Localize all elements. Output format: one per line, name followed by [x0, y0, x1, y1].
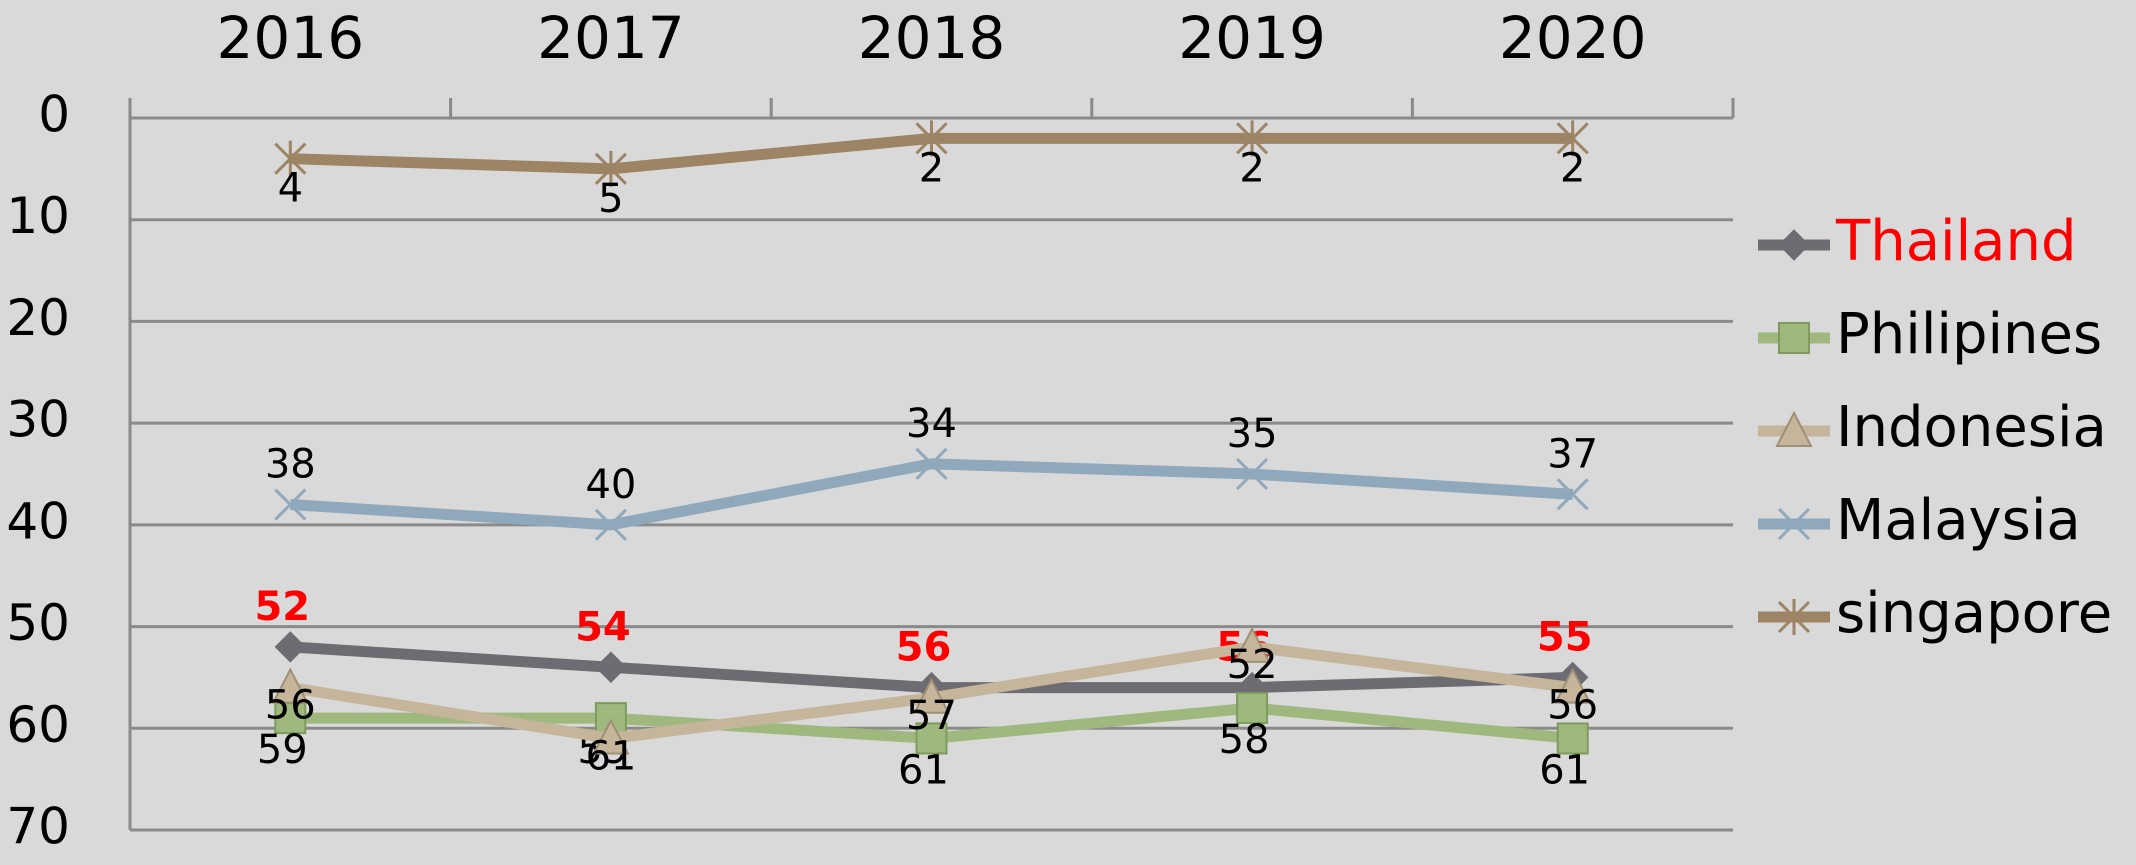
marker	[594, 508, 627, 541]
legend-label: Indonesia	[1836, 395, 2107, 460]
data-label: 56	[265, 683, 316, 729]
marker	[274, 702, 307, 735]
data-label: 2	[1560, 145, 1585, 191]
line	[289, 458, 1574, 531]
marker	[915, 447, 948, 480]
series: 5959615861Philipines	[257, 302, 2102, 793]
data-label: 54	[575, 604, 631, 650]
data-label: 59	[257, 727, 308, 773]
marker	[1233, 626, 1271, 663]
marker	[1236, 120, 1269, 157]
y-tick-label: 20	[6, 289, 70, 347]
series: 5254565655Thailand	[254, 209, 2077, 704]
data-label: 35	[1227, 411, 1278, 457]
data-label: 52	[254, 584, 310, 630]
marker	[915, 120, 948, 157]
marker	[1556, 722, 1589, 755]
data-label: 2	[919, 145, 944, 191]
data-label: 61	[585, 733, 636, 779]
data-label: 5	[598, 176, 623, 222]
series: 4 5 2 2 2 singapore	[274, 120, 2112, 646]
marker	[274, 488, 307, 521]
data-label: 38	[265, 442, 316, 488]
legend-label: Malaysia	[1836, 488, 2081, 553]
y-tick-label: 60	[6, 696, 70, 754]
marker	[1236, 691, 1269, 724]
legend-label: Philipines	[1836, 302, 2102, 367]
marker	[594, 702, 627, 735]
data-label: 34	[906, 401, 957, 447]
marker	[1778, 229, 1810, 261]
x-tick-label: 2017	[537, 4, 685, 72]
data-label: 52	[1227, 642, 1278, 688]
y-tick-label: 10	[6, 187, 70, 245]
marker	[1554, 667, 1592, 704]
marker	[271, 667, 309, 704]
marker	[1778, 322, 1810, 354]
legend-label: Thailand	[1835, 209, 2077, 274]
marker	[1777, 507, 1811, 541]
data-label: 56	[896, 625, 952, 671]
marker	[1236, 457, 1269, 491]
data-label: 61	[898, 747, 949, 793]
y-tick-label: 40	[6, 492, 70, 550]
marker	[595, 651, 627, 683]
y-tick-label: 50	[6, 594, 70, 652]
data-label: 2	[1239, 145, 1264, 191]
marker	[594, 150, 627, 187]
data-label: 40	[585, 462, 636, 508]
y-tick-label: 70	[6, 798, 70, 856]
marker	[915, 722, 948, 755]
x-tick-label: 2018	[858, 4, 1006, 72]
data-label: 37	[1547, 431, 1598, 477]
x-tick-label: 2020	[1499, 4, 1647, 72]
marker	[592, 718, 630, 755]
data-label: 55	[1537, 614, 1593, 660]
y-tick-label: 30	[6, 391, 70, 449]
x-tick-label: 2019	[1178, 4, 1326, 72]
legend-label: singapore	[1836, 581, 2112, 646]
data-label: 57	[906, 693, 957, 739]
series: 38 40 34 35 37 Malaysia	[265, 401, 2081, 553]
marker	[1777, 599, 1811, 635]
marker	[274, 140, 307, 177]
data-label: 61	[1539, 747, 1590, 793]
y-tick-label: 0	[38, 86, 70, 144]
x-tick-label: 2016	[216, 4, 364, 72]
marker	[1775, 410, 1813, 447]
data-label: 56	[1547, 683, 1598, 729]
marker	[1556, 478, 1589, 511]
marker	[1556, 120, 1589, 157]
data-label: 4	[278, 166, 303, 212]
series: 56 61 57 52 56 Indonesia	[265, 395, 2107, 779]
data-label: 58	[1219, 717, 1270, 763]
marker	[274, 631, 307, 663]
marker	[912, 677, 951, 714]
